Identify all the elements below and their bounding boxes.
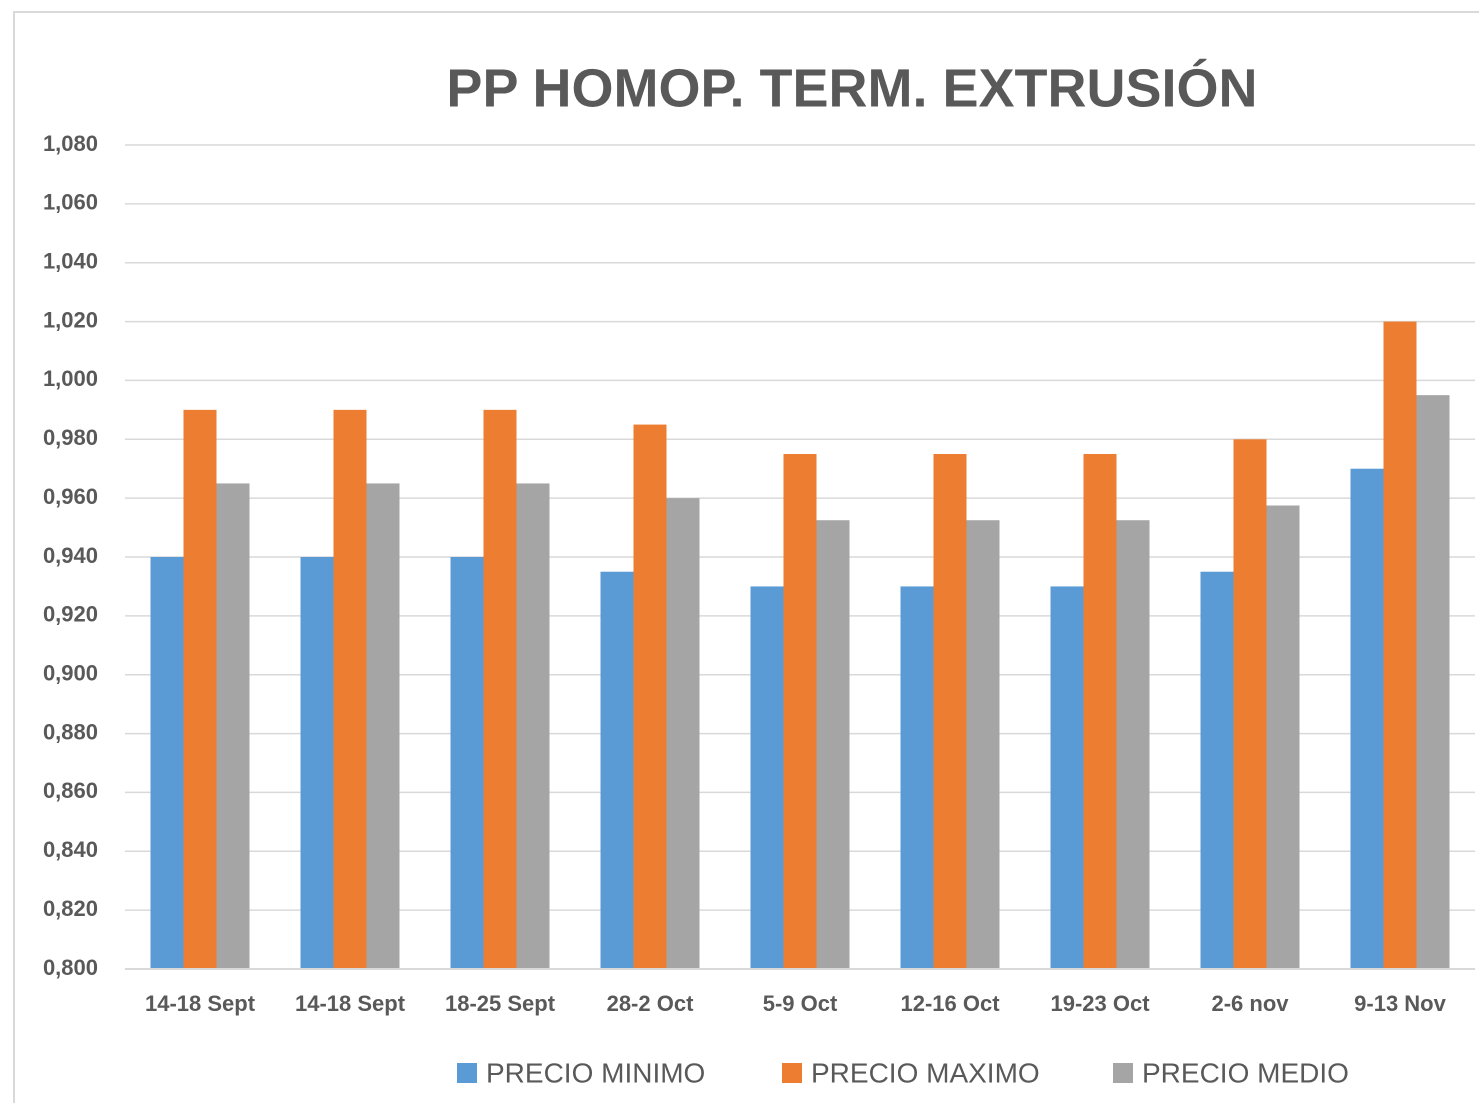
x-tick-label: 18-25 Sept (445, 991, 556, 1016)
bar (450, 557, 484, 969)
y-tick-label: 0,980 (43, 425, 98, 450)
bar (933, 454, 967, 969)
bar (1083, 454, 1117, 969)
bar (1116, 520, 1150, 969)
x-tick-label: 19-23 Oct (1050, 991, 1150, 1016)
y-tick-label: 1,060 (43, 190, 98, 215)
x-tick-label: 14-18 Sept (145, 991, 256, 1016)
y-tick-label: 0,820 (43, 896, 98, 921)
x-tick-label: 5-9 Oct (763, 991, 838, 1016)
bar (900, 586, 934, 969)
y-tick-label: 1,080 (43, 131, 98, 156)
y-tick-label: 0,840 (43, 837, 98, 862)
bar (783, 454, 817, 969)
bar (1416, 395, 1450, 970)
bar (750, 586, 784, 969)
x-tick-label: 9-13 Nov (1354, 991, 1446, 1016)
y-tick-label: 0,800 (43, 955, 98, 980)
bar (366, 483, 400, 969)
y-tick-label: 0,920 (43, 602, 98, 627)
legend-label: PRECIO MINIMO (486, 1057, 705, 1088)
y-tick-label: 1,040 (43, 249, 98, 274)
y-tick-label: 0,960 (43, 484, 98, 509)
x-tick-label: 14-18 Sept (295, 991, 406, 1016)
legend-swatch (457, 1063, 477, 1083)
bar (216, 483, 250, 969)
legend-swatch (1113, 1063, 1133, 1083)
y-tick-label: 1,000 (43, 366, 98, 391)
bar (1200, 571, 1234, 969)
bar (1350, 468, 1384, 969)
bar (816, 520, 850, 969)
legend-swatch (782, 1063, 802, 1083)
x-tick-label: 12-16 Oct (900, 991, 1000, 1016)
x-tick-label: 28-2 Oct (607, 991, 694, 1016)
y-tick-label: 0,940 (43, 543, 98, 568)
y-tick-label: 1,020 (43, 307, 98, 332)
chart-title: PP HOMOP. TERM. EXTRUSIÓN (446, 58, 1257, 118)
y-tick-label: 0,860 (43, 778, 98, 803)
bar (1233, 439, 1267, 969)
bar (1266, 505, 1300, 969)
bar (333, 409, 367, 969)
bar (150, 557, 184, 969)
bar (666, 498, 700, 969)
bar (300, 557, 334, 969)
bar (483, 409, 517, 969)
x-tick-label: 2-6 nov (1211, 991, 1289, 1016)
y-tick-label: 0,880 (43, 719, 98, 744)
bar (1050, 586, 1084, 969)
bar (1383, 321, 1417, 970)
bar (183, 409, 217, 969)
bar (516, 483, 550, 969)
legend-label: PRECIO MAXIMO (811, 1057, 1040, 1088)
bar (633, 424, 667, 970)
legend-label: PRECIO MEDIO (1142, 1057, 1349, 1088)
bar (600, 571, 634, 969)
bar (966, 520, 1000, 969)
y-tick-label: 0,900 (43, 661, 98, 686)
